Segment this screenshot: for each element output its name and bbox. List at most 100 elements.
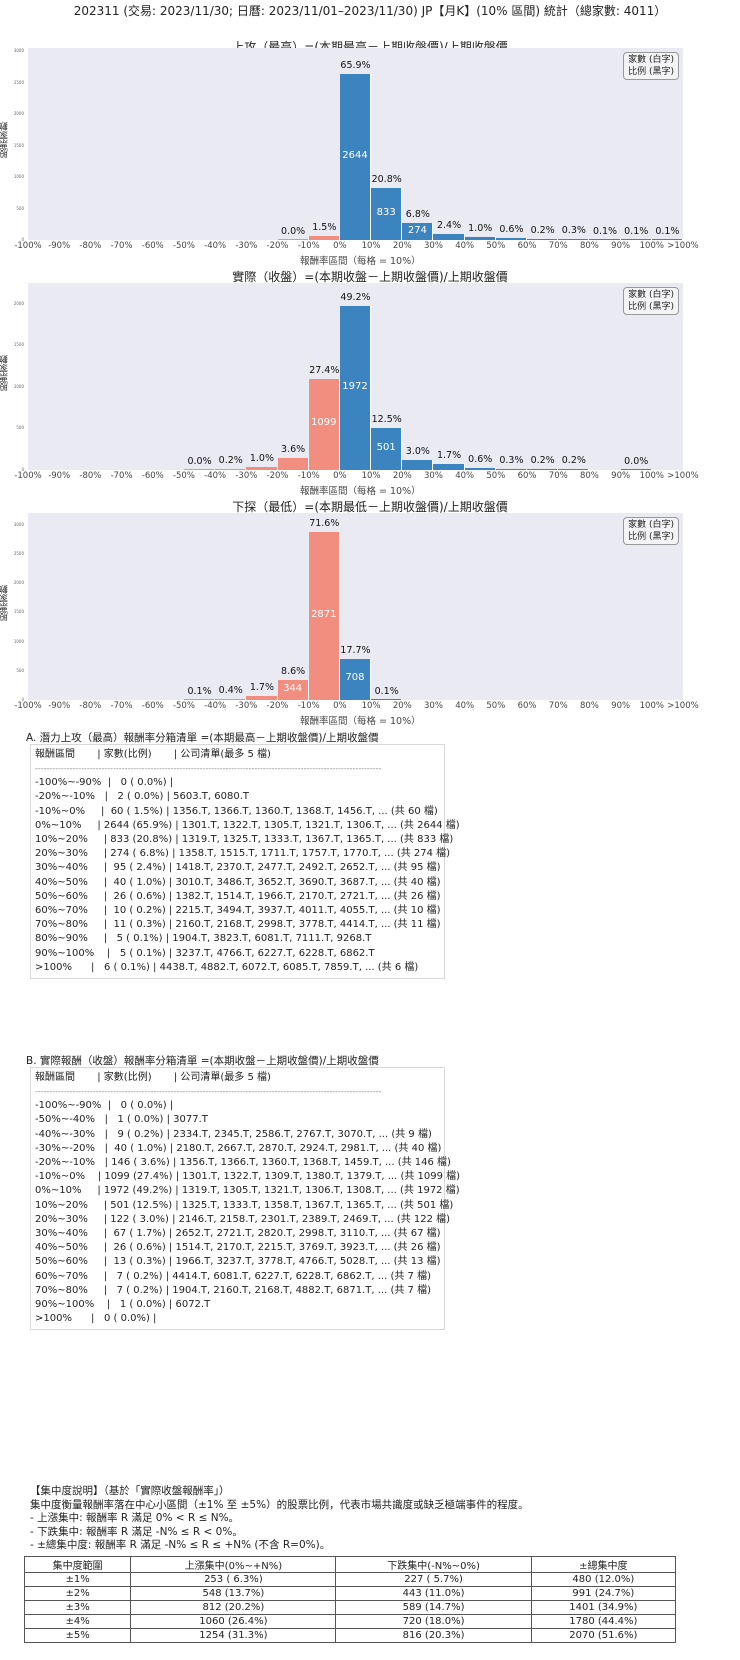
table-cell: 589 (14.7%) [335,1600,532,1615]
table-cell: 227 ( 5.7%) [335,1572,532,1587]
bar-percent-label: 1.5% [312,222,337,234]
bar-percent-label: 0.2% [530,225,555,237]
x-tick: 40% [455,241,475,251]
bar-count-label: 833 [376,206,396,218]
table-cell: 1780 (44.4%) [530,1614,677,1629]
list-row: 70%~80% | 7 ( 0.2%) | 1904.T, 2160.T, 21… [35,1284,431,1296]
list-row: 20%~30% | 274 ( 6.8%) | 1358.T, 1515.T, … [35,848,451,860]
bar-percent-label: 1.0% [468,223,493,235]
histogram-bar: 1972 [339,306,372,470]
table-cell: 443 (11.0%) [335,1586,532,1601]
y-tick: 2000 [13,111,24,117]
y-tick: 1000 [13,174,24,180]
x-tick: -50% [172,701,195,711]
histogram-bar [464,467,496,470]
x-tick: 60% [517,471,537,481]
list-row: 0%~10% | 2644 (65.9%) | 1301.T, 1322.T, … [35,819,460,831]
x-tick: -10% [297,241,320,251]
bar-percent-label: 0.1% [187,685,212,697]
x-tick: -20% [266,471,289,481]
x-tick: 50% [486,241,506,251]
histogram-bar [308,236,340,240]
table-cell: 1401 (34.9%) [530,1600,677,1615]
histogram-bar: 2644 [339,73,372,240]
x-tick: 30% [424,701,443,711]
legend-percent-entry: 比例 (黑字) [628,532,674,542]
concentration-desc: 集中度衡量報酬率落在中心小區間（±1% 至 ±5%）的股票比例，代表市場共識度或… [30,1498,529,1511]
bar-percent-label: 0.3% [499,454,524,466]
histogram-bar [589,238,621,240]
x-axis-label: 報酬率區間（每格 = 10%） [300,716,421,727]
list-a-box: 報酬區間 | 家數(比例) | 公司清單(最多 5 檔) -----------… [30,744,460,980]
table-cell: 548 (13.7%) [130,1586,337,1601]
x-tick: -10% [297,701,320,711]
table-cell: ±1% [23,1572,132,1587]
concentration-title: 【集中度說明】（基於「實際收盤報酬率」） [30,1485,230,1497]
legend-count-entry: 家數 (白字) [628,55,674,65]
y-tick: 0 [21,697,24,702]
col-header: ±總集中度 [530,1556,677,1573]
y-tick: 2500 [13,550,24,556]
list-row: 60%~70% | 7 ( 0.2%) | 4414.T, 6081.T, 62… [35,1270,431,1282]
bar-count-label: 2644 [342,149,368,161]
list-row: 90%~100% | 1 ( 0.0%) | 6072.T [35,1299,211,1311]
chart-legend: 家數 (白字) 比例 (黑字) [623,52,679,80]
x-tick: 100% [639,471,664,481]
table-cell: 1254 (31.3%) [130,1628,337,1643]
table-row: ±4% 1060 (26.4%) 720 (18.0%) 1780 (44.4%) [23,1614,677,1629]
list-row: 60%~70% | 10 ( 0.2%) | 2215.T, 3494.T, 3… [35,905,441,917]
x-tick: 20% [392,241,412,251]
x-tick: 40% [455,471,475,481]
bar-percent-label: 17.7% [340,644,371,656]
list-row: -100%~-90% | 0 ( 0.0%) | [35,777,174,789]
separator: ----------------------------------------… [35,764,382,774]
bar-percent-label: 0.6% [499,224,524,236]
bar-count-label: 1099 [311,417,337,429]
y-tick: 500 [16,205,24,211]
bar-percent-label: 0.0% [187,455,212,467]
list-row: -30%~-20% | 40 ( 1.0%) | 2180.T, 2667.T,… [35,1142,442,1154]
y-tick: 1000 [13,638,24,644]
x-tick: -20% [266,241,289,251]
histogram-bar [183,468,216,470]
x-tick: 40% [455,701,475,711]
list-a-title: A. 潛力上攻（最高）報酬率分箱清單 =(本期最高－上期收盤價)/上期收盤價 [26,732,379,744]
y-tick: 1500 [13,609,24,615]
x-tick: -70% [110,471,133,481]
x-tick: -10% [297,471,320,481]
legend-count-entry: 家數 (白字) [628,290,674,300]
list-row: 10%~20% | 833 (20.8%) | 1319.T, 1325.T, … [35,834,454,846]
x-tick: -80% [79,241,102,251]
bar-percent-label: 3.6% [281,443,306,455]
chart-legend: 家數 (白字) 比例 (黑字) [623,287,679,315]
histogram-bar [558,468,590,470]
list-row: -40%~-30% | 9 ( 0.2%) | 2334.T, 2345.T, … [35,1128,432,1140]
x-tick: -100% [14,241,42,251]
y-axis-label: 股票家數 [0,584,10,621]
table-cell: 1060 (26.4%) [130,1614,337,1629]
page-title: 202311 (交易: 2023/11/30; 日曆: 2023/11/01–2… [73,4,667,18]
x-tick: -90% [48,701,71,711]
histogram-bar: 833 [371,187,403,240]
x-tick: -60% [141,701,164,711]
histogram-bar [277,238,309,240]
plot-area: 2644 833 274 家數 (白字) 比例 (黑字) [28,48,683,240]
list-row: 80%~90% | 5 ( 0.1%) | 1904.T, 3823.T, 60… [35,933,372,945]
bar-count-label: 501 [376,442,396,454]
table-cell: 2070 (51.6%) [530,1628,677,1643]
table-cell: ±2% [23,1586,132,1601]
x-tick: -70% [110,241,133,251]
y-tick: 3000 [13,48,24,54]
list-row: -10%~0% | 60 ( 1.5%) | 1356.T, 1366.T, 1… [35,805,438,817]
histogram-bar: 708 [339,658,372,700]
x-tick: -60% [141,241,164,251]
list-row: 50%~60% | 13 ( 0.3%) | 1966.T, 3237.T, 3… [35,1256,441,1268]
histogram-bar [620,468,652,470]
x-tick: 80% [579,471,599,481]
chart-legend: 家數 (白字) 比例 (黑字) [623,517,679,545]
x-tick: 60% [517,701,537,711]
list-row: 0%~10% | 1972 (49.2%) | 1319.T, 1305.T, … [35,1185,460,1197]
x-tick: -40% [204,471,227,481]
bar-percent-label: 0.1% [655,225,680,237]
y-tick: 500 [16,667,24,673]
